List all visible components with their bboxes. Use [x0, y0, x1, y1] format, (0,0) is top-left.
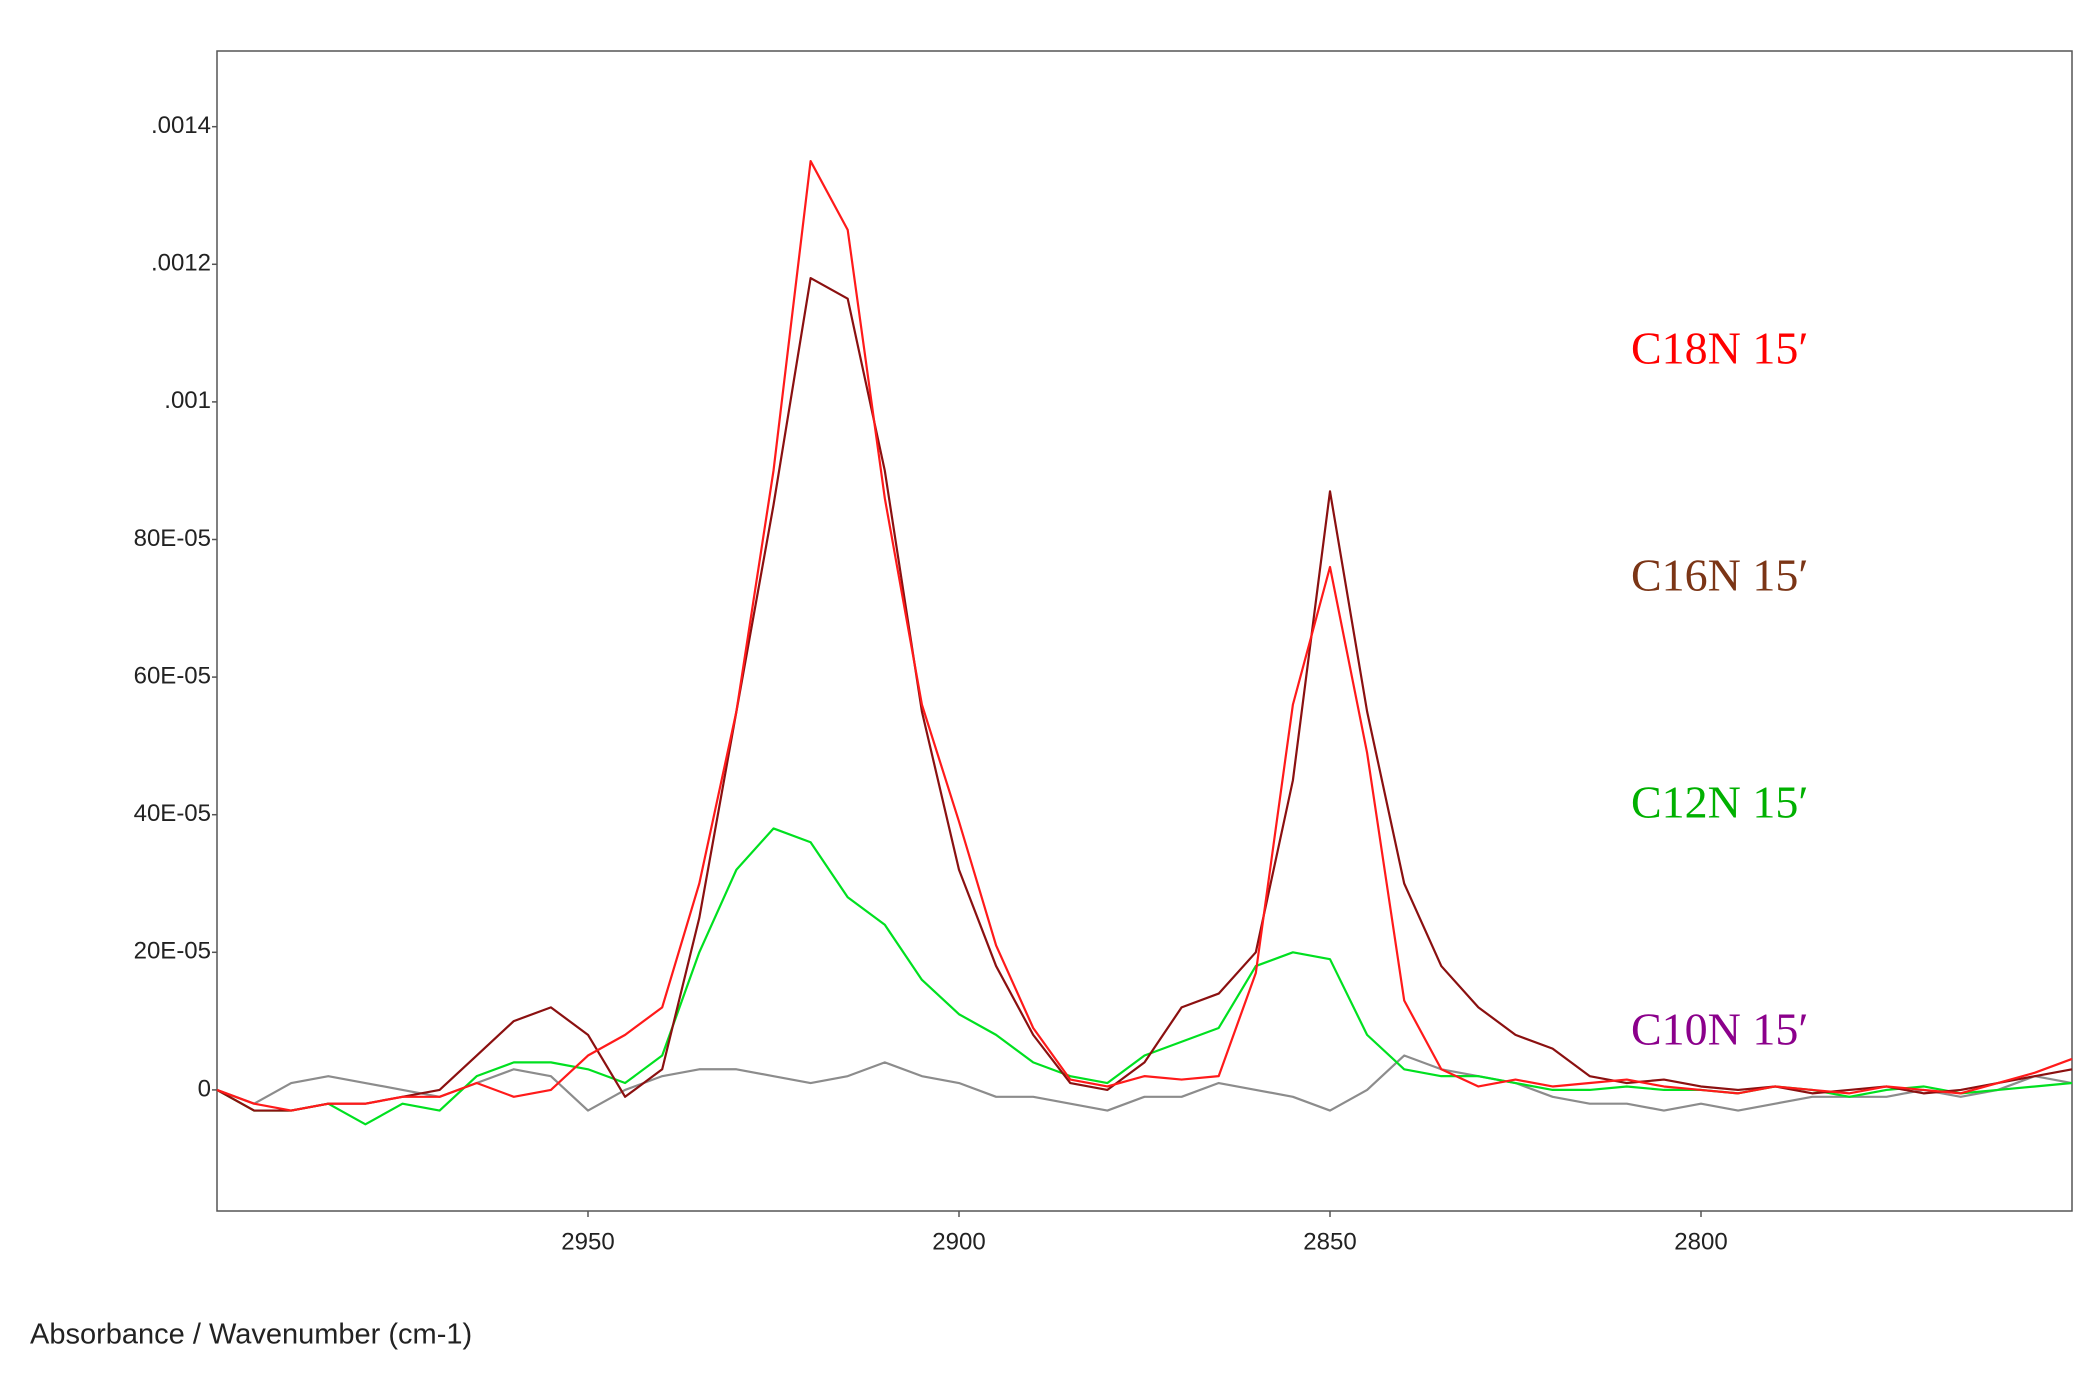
x-tick-label: 2800 [1674, 1228, 1727, 1255]
series-line [216, 159, 2073, 1112]
plot-frame [216, 50, 2073, 1212]
series-line [216, 827, 2073, 1126]
legend-label: C16N 15′ [1631, 550, 1808, 601]
y-tick-label: 60E-05 [134, 662, 211, 689]
y-tick-label: 80E-05 [134, 525, 211, 552]
y-tick-label: 0 [198, 1075, 211, 1102]
legend-label: C12N 15′ [1631, 777, 1808, 828]
x-tick-label: 2950 [561, 1228, 614, 1255]
legend-label: C10N 15′ [1631, 1004, 1808, 1055]
y-tick-label: 40E-05 [134, 800, 211, 827]
x-tick-label: 2900 [932, 1228, 985, 1255]
y-tick-label: .0012 [151, 250, 211, 277]
legend-label: C18N 15′ [1631, 323, 1808, 374]
x-axis-label: Absorbance / Wavenumber (cm-1) [30, 1319, 472, 1351]
series-line [216, 1054, 2073, 1112]
y-tick-label: .001 [164, 387, 211, 414]
y-tick-label: .0014 [151, 112, 211, 139]
series-line [216, 276, 2073, 1112]
y-tick-label: 20E-05 [134, 938, 211, 965]
x-tick-label: 2850 [1303, 1228, 1356, 1255]
